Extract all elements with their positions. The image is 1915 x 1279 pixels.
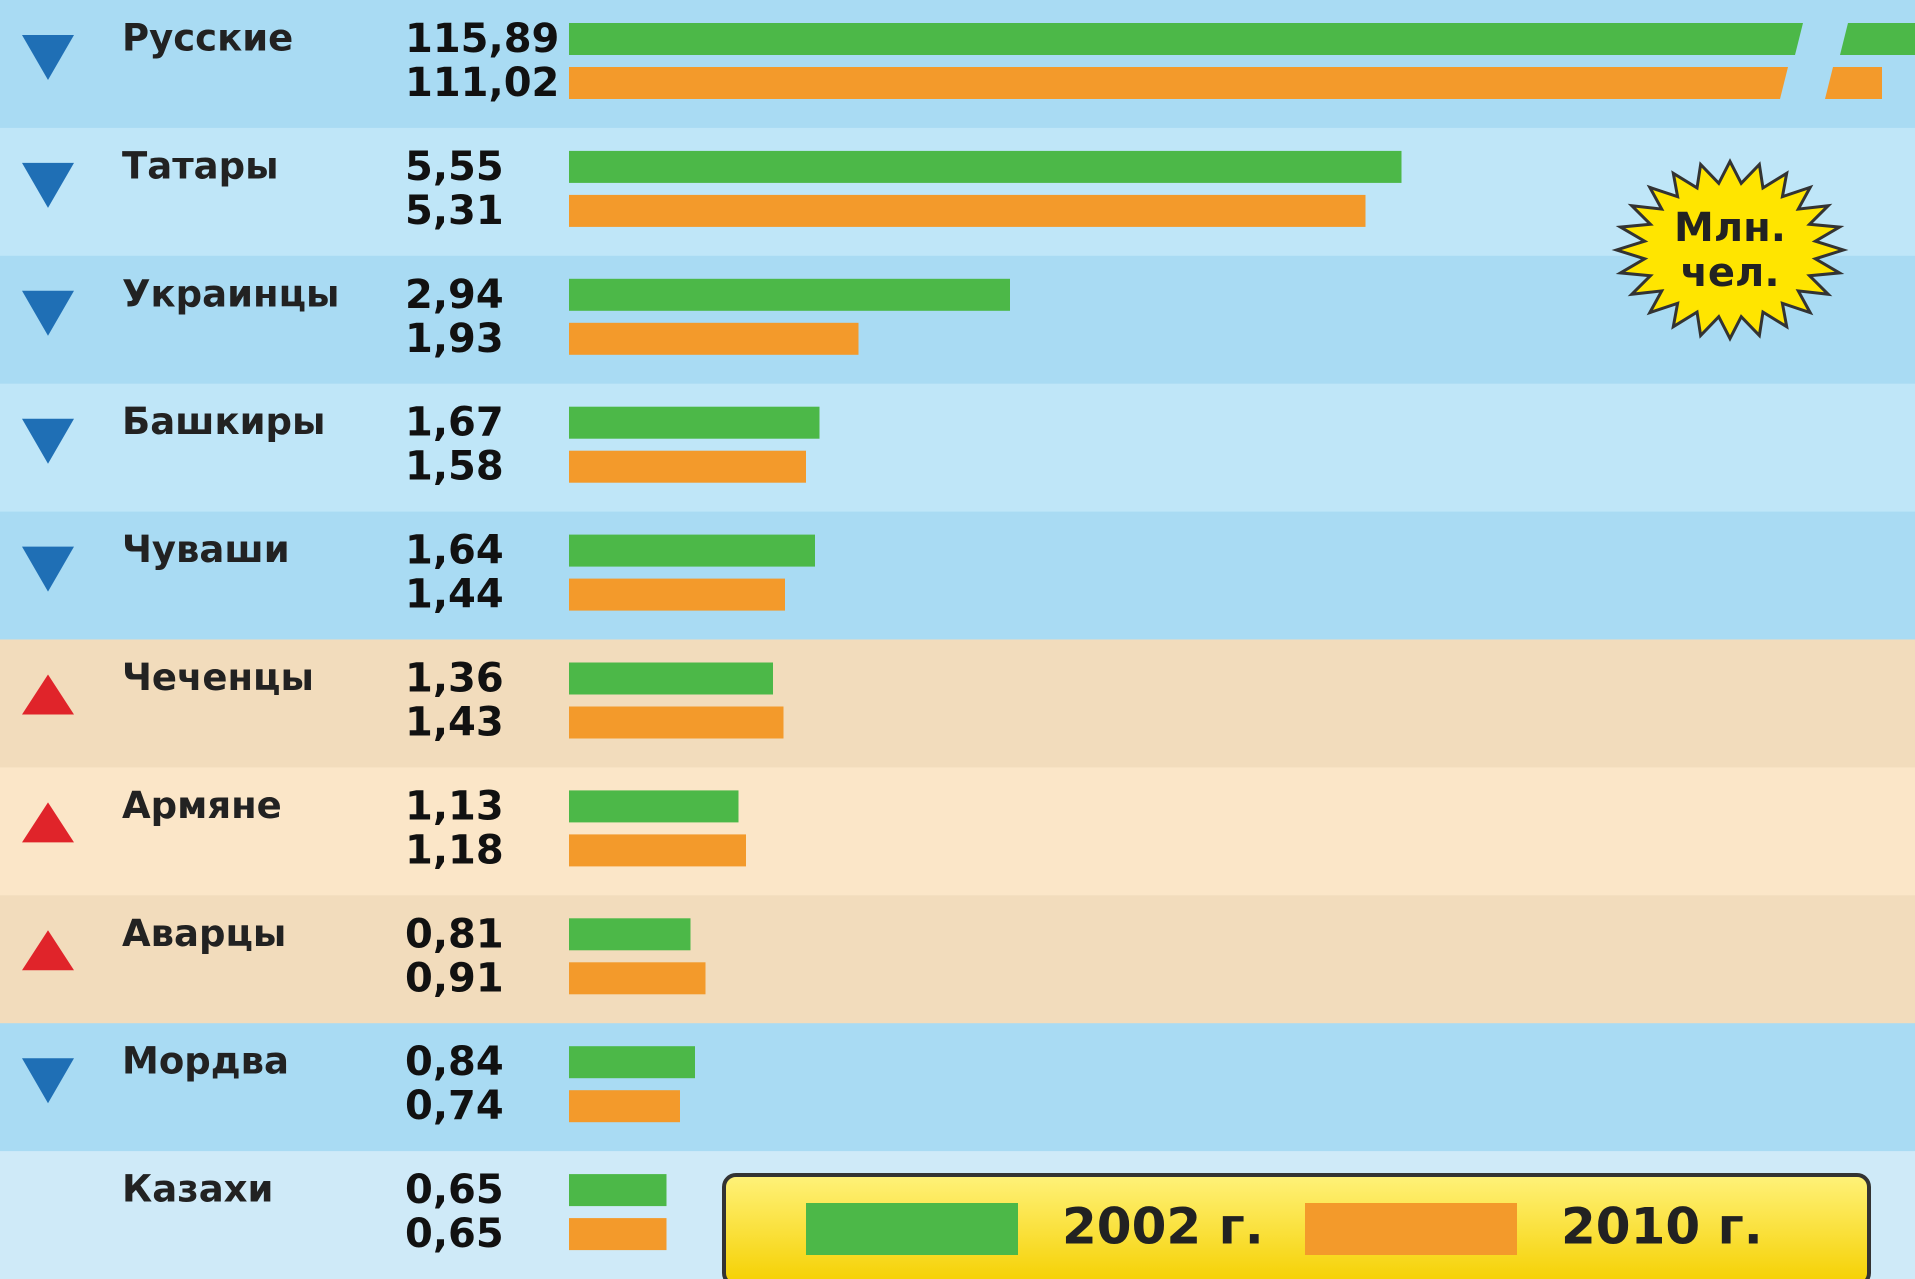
bar	[569, 1090, 680, 1122]
page: {"chart_data": {"type": "bar", "orientat…	[0, 0, 1915, 1279]
bar	[569, 151, 1402, 183]
bar	[569, 1174, 667, 1206]
value-label: 5,55	[405, 144, 504, 190]
value-label: 1,18	[405, 827, 504, 873]
bar	[569, 279, 1010, 311]
value-label: 115,89	[405, 16, 559, 62]
bar	[569, 834, 746, 866]
unit-badge: Млн. чел.	[1617, 161, 1844, 338]
value-label: 0,84	[405, 1039, 504, 1085]
value-label: 0,81	[405, 911, 504, 957]
row-band	[0, 895, 1915, 1024]
badge-text: чел.	[1680, 250, 1779, 296]
category-label: Чуваши	[122, 528, 290, 571]
value-label: 2,94	[405, 272, 504, 318]
row-band	[0, 128, 1915, 257]
category-label: Мордва	[122, 1040, 289, 1083]
bar	[569, 23, 1803, 55]
value-label: 1,58	[405, 444, 504, 490]
category-label: Украинцы	[122, 272, 339, 315]
value-label: 1,44	[405, 572, 504, 618]
bar	[569, 407, 820, 439]
bar	[569, 535, 815, 567]
bar	[569, 962, 706, 994]
legend-swatch	[1305, 1203, 1517, 1255]
value-label: 111,02	[405, 60, 559, 106]
bar	[569, 579, 785, 611]
legend-swatch	[806, 1203, 1018, 1255]
legend-label: 2010 г.	[1561, 1198, 1763, 1256]
badge-text: Млн.	[1674, 205, 1786, 251]
value-label: 1,67	[405, 400, 504, 446]
category-label: Армяне	[122, 784, 282, 827]
chart: Русские 115,89111,02 Татары 5,555,31 Украинц…	[0, 0, 1915, 1279]
value-label: 0,65	[405, 1167, 504, 1213]
bar	[569, 195, 1366, 227]
category-label: Русские	[122, 17, 293, 60]
value-label: 1,93	[405, 316, 504, 362]
value-label: 1,64	[405, 528, 504, 574]
value-label: 0,91	[405, 955, 504, 1001]
category-label: Казахи	[122, 1168, 273, 1211]
value-label: 0,74	[405, 1083, 504, 1129]
value-label: 1,36	[405, 656, 504, 702]
bar	[569, 67, 1788, 99]
value-label: 1,43	[405, 700, 504, 746]
category-label: Чеченцы	[122, 656, 314, 699]
bar	[569, 663, 773, 695]
category-label: Аварцы	[122, 912, 286, 955]
value-label: 5,31	[405, 188, 504, 234]
bar	[569, 323, 859, 355]
category-label: Татары	[122, 144, 279, 187]
bar-break-tail	[1840, 23, 1915, 55]
bar	[569, 1218, 667, 1250]
bar	[569, 790, 739, 822]
row-band	[0, 767, 1915, 896]
value-label: 0,65	[405, 1211, 504, 1257]
bar-break-tail	[1825, 67, 1882, 99]
bar	[569, 451, 806, 483]
category-label: Башкиры	[122, 400, 325, 443]
bar	[569, 1046, 695, 1078]
bar	[569, 918, 691, 950]
legend-label: 2002 г.	[1062, 1198, 1264, 1256]
bar	[569, 707, 784, 739]
value-label: 1,13	[405, 783, 504, 829]
